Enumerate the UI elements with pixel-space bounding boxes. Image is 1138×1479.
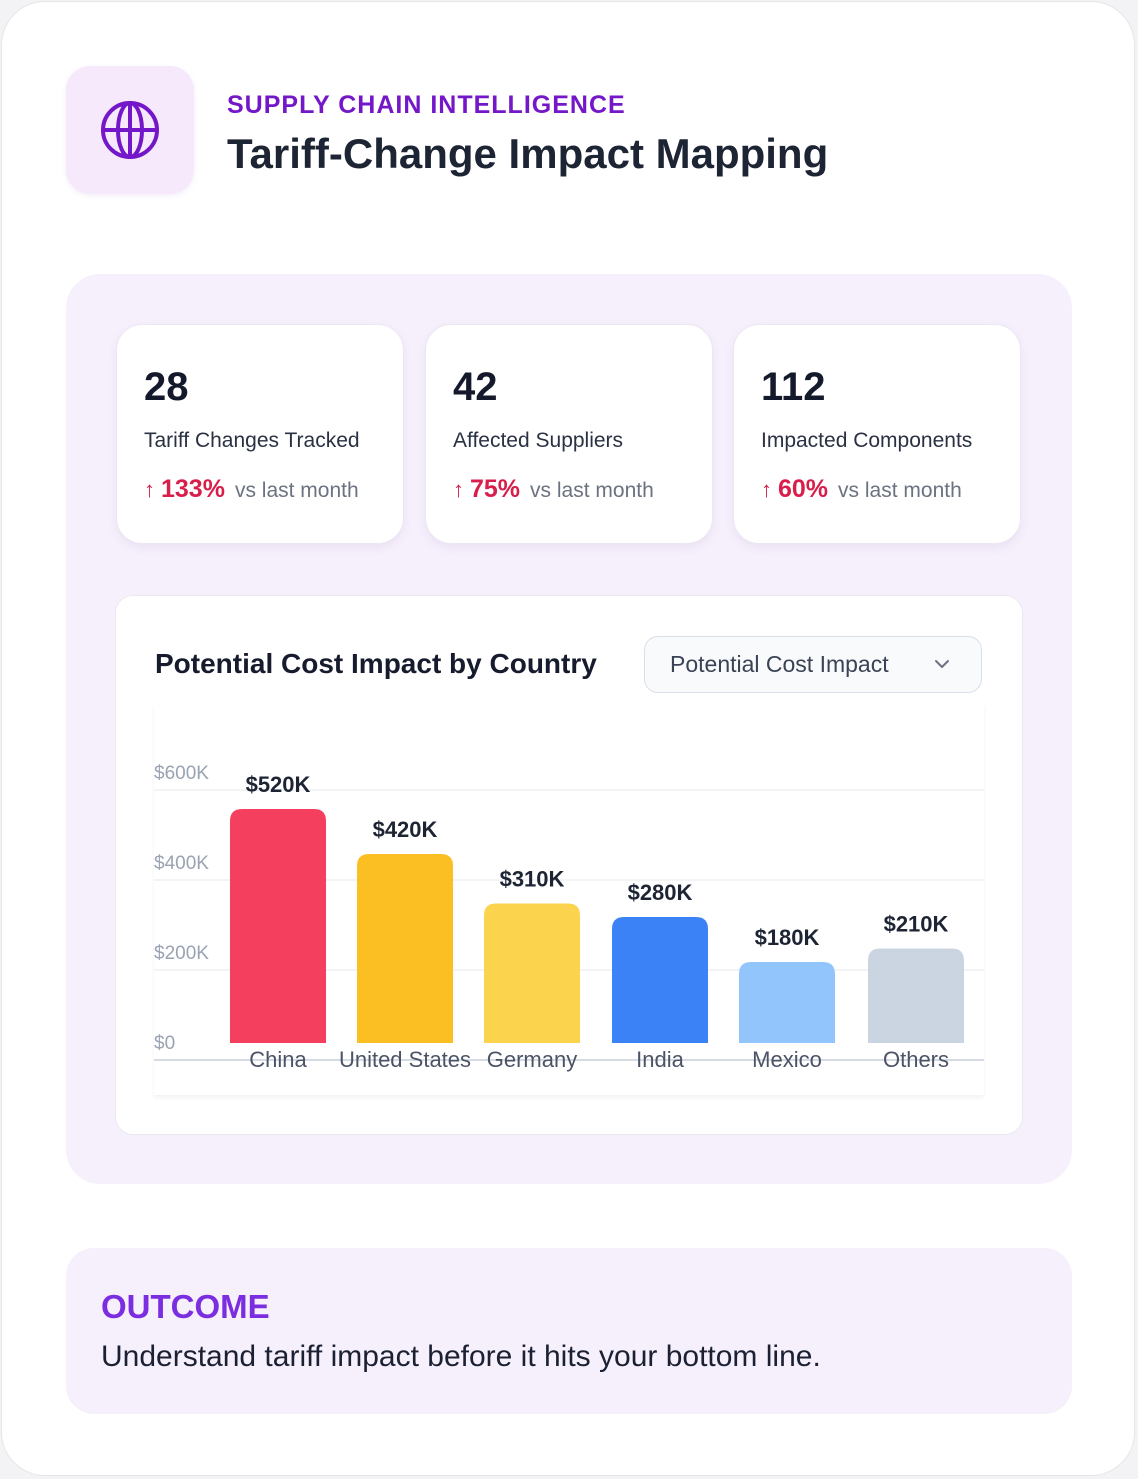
outcome-label: OUTCOME [101,1288,270,1325]
eyebrow-label: SUPPLY CHAIN INTELLIGENCE [227,91,626,119]
stat-label: Tariff Changes Tracked [144,429,360,452]
globe-icon [101,101,159,159]
bar-china [230,809,326,1043]
x-category-label: Mexico [752,1047,822,1072]
outcome-panel: OUTCOME Understand tariff impact before … [66,1248,1072,1414]
x-category-label: Others [883,1047,949,1072]
data-label: $180K [755,925,820,950]
stat-delta-compare: vs last month [838,479,962,502]
x-category-label: China [249,1047,307,1072]
data-label: $310K [500,867,565,892]
stat-label: Affected Suppliers [453,429,624,452]
y-tick-label: $200K [154,943,209,964]
arrow-up-icon: ↑ [144,477,155,502]
stat-value: 112 [761,365,826,409]
data-label: $420K [373,817,438,842]
bar-mexico [739,962,835,1043]
stat-delta-value: 133% [161,475,225,503]
data-label: $210K [884,912,949,937]
arrow-up-icon: ↑ [761,477,772,502]
x-category-label: India [636,1047,684,1072]
y-tick-label: $400K [154,853,209,874]
outcome-text: Understand tariff impact before it hits … [101,1340,821,1373]
data-label: $280K [628,880,693,905]
metric-select-dropdown[interactable]: Potential Cost Impact [644,636,982,693]
bar-others [868,948,964,1043]
bar-chart: $0 $200K $400K $600K $520K China $420K United S… [154,703,984,1095]
chart-title: Potential Cost Impact by Country [155,648,597,679]
x-category-label: Germany [487,1047,577,1072]
stat-delta-compare: vs last month [530,479,654,502]
bar-india [612,917,708,1043]
stat-label: Impacted Components [761,429,973,452]
logo-tile [66,66,194,194]
y-tick-label: $0 [154,1033,175,1054]
bar-united-states [357,854,453,1043]
stat-delta: ↑ 60% vs last month [761,475,962,504]
stat-card-affected-suppliers: 42 Affected Suppliers ↑ 75% vs last mont… [425,324,713,544]
stat-delta: ↑ 133% vs last month [144,475,359,504]
stat-delta-compare: vs last month [234,479,359,502]
page-title: Tariff-Change Impact Mapping [227,130,829,177]
stat-value: 28 [144,365,189,409]
bar-germany [484,903,580,1043]
stat-card-tariff-changes: 28 Tariff Changes Tracked ↑ 133% vs last… [116,324,404,544]
bar-chart-svg: $0 $200K $400K $600K $520K China $420K United S… [154,763,984,1072]
stat-delta: ↑ 75% vs last month [453,475,654,504]
stat-card-impacted-components: 112 Impacted Components ↑ 60% vs last mo… [733,324,1021,544]
stat-delta-value: 60% [778,475,829,503]
stat-value: 42 [453,365,498,409]
arrow-up-icon: ↑ [453,477,464,502]
x-category-label: United States [339,1047,471,1072]
chevron-down-icon [935,660,949,668]
dropdown-value: Potential Cost Impact [670,651,889,677]
y-tick-label: $600K [154,763,209,784]
stat-delta-value: 75% [470,475,521,503]
data-label: $520K [246,772,311,797]
